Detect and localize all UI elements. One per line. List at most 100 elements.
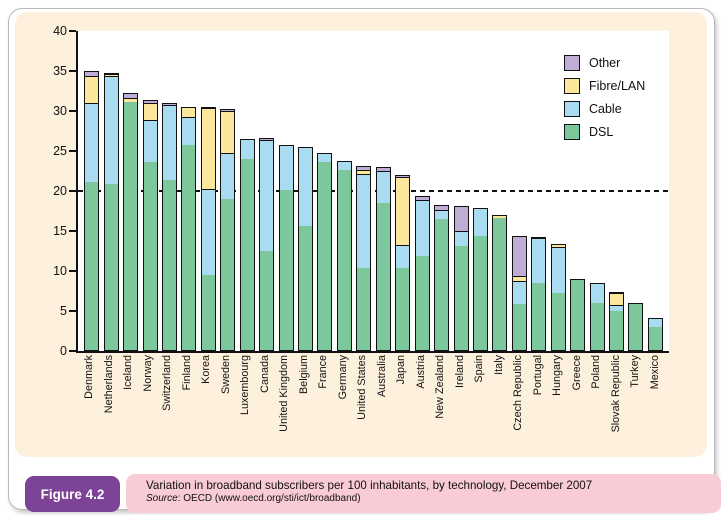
bar-sweden — [220, 108, 236, 351]
bar-cell-sweden — [218, 31, 237, 351]
segment-cable-united-kingdom — [279, 146, 293, 190]
segment-cable-australia — [376, 170, 390, 203]
y-axis-label-5: 5 — [60, 304, 67, 318]
x-label-cell-hungary: Hungary — [548, 355, 568, 432]
y-axis-label-30: 30 — [53, 104, 67, 118]
x-axis-label-austria: Austria — [414, 355, 427, 389]
bar-cell-mexico — [646, 31, 665, 351]
x-axis-label-greece: Greece — [570, 355, 583, 391]
bar-czech-republic — [511, 235, 527, 351]
segment-dsl-germany — [337, 170, 351, 350]
legend-swatch-cable — [564, 101, 580, 117]
x-axis-label-mexico: Mexico — [648, 355, 661, 390]
bars-row — [82, 31, 665, 351]
x-axis-label-netherlands: Netherlands — [102, 355, 115, 414]
bar-cell-new-zealand — [432, 31, 451, 351]
x-label-cell-sweden: Sweden — [217, 355, 237, 432]
bar-cell-denmark — [82, 31, 101, 351]
segment-dsl-ireland — [454, 246, 468, 350]
bar-france — [317, 153, 333, 351]
x-axis-label-ireland: Ireland — [453, 355, 466, 389]
segment-dsl-korea — [201, 274, 215, 350]
x-label-cell-mexico: Mexico — [646, 355, 666, 432]
y-axis-label-25: 25 — [53, 144, 67, 158]
segment-dsl-finland — [182, 145, 196, 350]
caption-source-label: Source — [146, 493, 178, 504]
bar-cell-luxembourg — [238, 31, 257, 351]
x-axis-label-poland: Poland — [590, 355, 603, 389]
segment-other-new-zealand — [435, 206, 449, 211]
bar-cell-norway — [140, 31, 159, 351]
segment-other-portugal — [532, 237, 546, 239]
bar-ireland — [453, 206, 469, 351]
segment-cable-poland — [590, 284, 604, 303]
figure-badge-label: Figure 4.2 — [40, 486, 105, 502]
segment-cable-new-zealand — [435, 210, 449, 219]
bar-cell-poland — [587, 31, 606, 351]
x-axis-label-turkey: Turkey — [629, 355, 642, 388]
y-axis-label-35: 35 — [53, 64, 67, 78]
segment-cable-portugal — [532, 238, 546, 283]
bar-cell-switzerland — [160, 31, 179, 351]
x-axis-label-denmark: Denmark — [83, 355, 96, 399]
segment-fibre-italy — [493, 216, 507, 218]
segment-fibre-finland — [182, 108, 196, 118]
segment-cable-spain — [473, 208, 487, 237]
y-axis-tick-30 — [69, 110, 76, 112]
x-label-cell-france: France — [314, 355, 334, 432]
bar-italy — [492, 215, 508, 351]
segment-dsl-luxembourg — [240, 158, 254, 350]
x-label-cell-iceland: Iceland — [119, 355, 139, 432]
plot-area: Other Fibre/LAN Cable DSL — [76, 31, 669, 353]
segment-other-norway — [143, 100, 157, 103]
segment-dsl-italy — [493, 218, 507, 350]
x-label-cell-norway: Norway — [139, 355, 159, 432]
x-axis-label-iceland: Iceland — [122, 355, 135, 390]
segment-dsl-denmark — [85, 182, 99, 350]
segment-other-switzerland — [162, 104, 176, 106]
x-axis-label-belgium: Belgium — [297, 355, 310, 395]
segment-cable-netherlands — [104, 76, 118, 184]
legend-swatch-other — [564, 55, 580, 71]
y-axis-tick-10 — [69, 270, 76, 272]
x-axis-label-united-states: United States — [356, 355, 369, 420]
segment-fibre-netherlands — [104, 74, 118, 77]
y-axis-label-40: 40 — [53, 24, 67, 38]
segment-cable-switzerland — [162, 105, 176, 181]
segment-other-czech-republic — [512, 236, 526, 276]
bar-mexico — [647, 318, 663, 351]
segment-fibre-hungary — [551, 244, 565, 247]
segment-other-canada — [260, 139, 274, 140]
x-axis-label-sweden: Sweden — [219, 355, 232, 395]
bar-cell-iceland — [121, 31, 140, 351]
y-axis-tick-15 — [69, 230, 76, 232]
x-label-cell-netherlands: Netherlands — [100, 355, 120, 432]
bar-cell-japan — [393, 31, 412, 351]
bar-cell-germany — [335, 31, 354, 351]
caption-bar: Variation in broadband subscribers per 1… — [126, 474, 721, 513]
segment-dsl-canada — [260, 250, 274, 350]
segment-dsl-mexico — [648, 326, 662, 350]
x-axis-label-spain: Spain — [473, 355, 486, 383]
segment-fibre-denmark — [85, 76, 99, 103]
segment-dsl-slovak-republic — [610, 310, 624, 350]
x-label-cell-czech-republic: Czech Republic — [509, 355, 529, 432]
segment-dsl-norway — [143, 162, 157, 350]
x-axis-label-norway: Norway — [141, 355, 154, 392]
bar-luxembourg — [239, 139, 255, 351]
x-label-cell-korea: Korea — [197, 355, 217, 432]
bar-japan — [395, 175, 411, 351]
bar-cell-czech-republic — [510, 31, 529, 351]
bar-cell-canada — [257, 31, 276, 351]
legend-item-other: Other — [564, 55, 645, 71]
bar-hungary — [550, 243, 566, 351]
segment-cable-sweden — [221, 153, 235, 199]
caption-source-text: : OECD (www.oecd.org/sti/ict/broadband) — [177, 493, 361, 504]
x-label-cell-switzerland: Switzerland — [158, 355, 178, 432]
legend-label-fibre-lan: Fibre/LAN — [589, 79, 646, 93]
segment-other-austria — [415, 196, 429, 200]
bar-cell-belgium — [296, 31, 315, 351]
segment-dsl-united-states — [357, 267, 371, 350]
legend-label-other: Other — [589, 56, 621, 70]
x-axis-label-france: France — [317, 355, 330, 389]
